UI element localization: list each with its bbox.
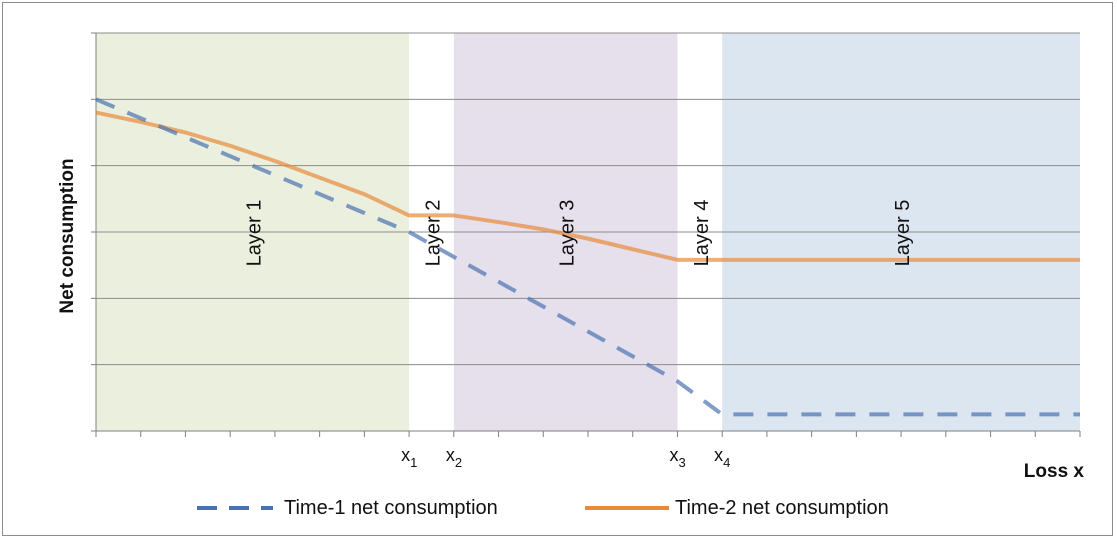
layer-label-1: Layer 1: [244, 200, 266, 267]
gridlines: [96, 32, 1080, 366]
legend-label-time2: Time-2 net consumption: [675, 496, 889, 519]
legend-swatch-time1: [197, 506, 273, 510]
series-time1-line: [95, 97, 1080, 417]
layer-label-3: Layer 3: [557, 200, 579, 267]
x-threshold-label-3: x3: [669, 445, 685, 470]
line-chart: Layer 1 Layer 2 Layer 3 Layer 4 Layer 5 x1 x2…: [57, 32, 1085, 482]
series-lines: [95, 97, 1080, 417]
layer-labels: Layer 1 Layer 2 Layer 3 Layer 4 Layer 5: [244, 200, 915, 267]
y-axis-title: Net consumption: [57, 158, 78, 313]
layer-label-5: Layer 5: [892, 200, 914, 267]
legend-label-time1: Time-1 net consumption: [284, 496, 498, 519]
x-threshold-labels: x1 x2 x3 x4: [401, 445, 730, 470]
x-threshold-label-1: x1: [401, 445, 417, 470]
x-axis-title: Loss x: [1024, 461, 1085, 482]
layer-label-2: Layer 2: [422, 200, 444, 267]
x-threshold-label-4: x4: [714, 445, 730, 470]
legend-item-time1: Time-1 net consumption: [193, 493, 498, 523]
legend-swatch-time2: [585, 506, 669, 510]
legend-item-time2: Time-2 net consumption: [583, 493, 889, 523]
series-time2-line: [95, 110, 1080, 262]
layer-label-4: Layer 4: [691, 200, 713, 267]
x-threshold-label-2: x2: [446, 445, 462, 470]
